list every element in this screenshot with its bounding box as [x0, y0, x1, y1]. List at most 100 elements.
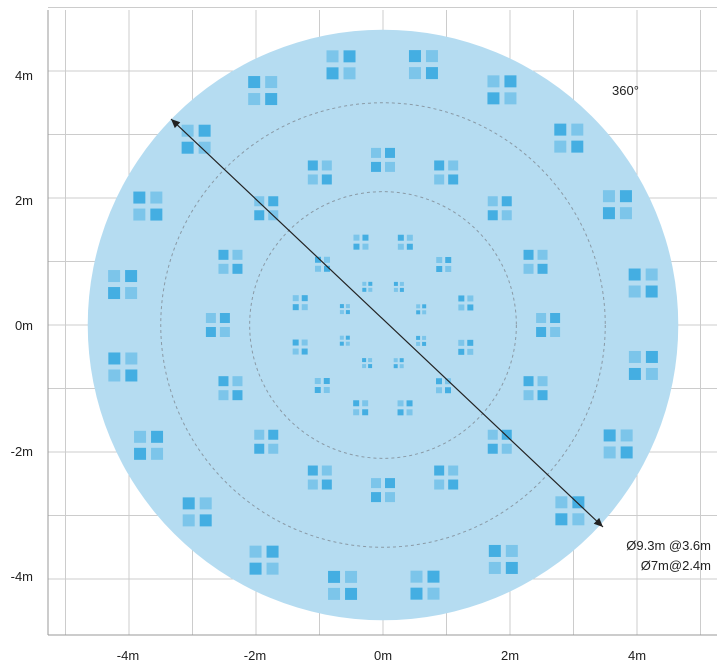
sensor-square: [487, 443, 498, 454]
sensor-square: [307, 479, 318, 490]
sensor-square: [408, 67, 421, 80]
sensor-square: [248, 76, 261, 89]
sensor-square: [393, 281, 398, 286]
sensor-square: [268, 443, 279, 454]
sensor-square: [301, 304, 308, 311]
sensor-square: [265, 76, 278, 89]
sensor-square: [371, 161, 381, 172]
x-tick-2m: 2m: [501, 648, 519, 663]
sensor-square: [205, 313, 216, 323]
sensor-square: [410, 587, 423, 600]
sensor-square: [198, 124, 211, 137]
sensor-square: [292, 304, 299, 311]
sensor-square: [445, 265, 452, 272]
sensor-square: [645, 285, 658, 298]
sensor-square: [345, 310, 350, 315]
sensor-square: [397, 243, 404, 250]
sensor-square: [205, 327, 216, 337]
sensor-square: [408, 50, 421, 63]
sensor-square: [434, 465, 445, 476]
sensor-square: [362, 400, 369, 407]
sensor-square: [445, 256, 452, 263]
sensor-square: [537, 390, 548, 401]
sensor-square: [339, 304, 344, 309]
sensor-square: [218, 249, 229, 260]
sensor-square: [314, 387, 321, 394]
sensor-square: [368, 364, 373, 369]
sensor-square: [181, 141, 194, 154]
sensor-square: [645, 268, 658, 281]
sensor-square: [266, 545, 279, 558]
sensor-square: [249, 562, 262, 575]
sensor-square: [416, 341, 421, 346]
sensor-square: [628, 367, 641, 380]
sensor-square: [416, 304, 421, 309]
coverage-circle: [87, 29, 679, 621]
sensor-square: [353, 243, 360, 250]
sensor-square: [307, 465, 318, 476]
sensor-square: [399, 364, 404, 369]
sensor-square: [505, 544, 518, 557]
sensor-square: [448, 174, 459, 185]
sensor-square: [218, 263, 229, 274]
sensor-square: [108, 287, 121, 300]
sensor-square: [323, 256, 330, 263]
sensor-square: [321, 465, 332, 476]
sensor-square: [125, 369, 138, 382]
sensor-square: [537, 376, 548, 387]
sensor-square: [339, 341, 344, 346]
sensor-square: [436, 378, 443, 385]
sensor-square: [108, 369, 121, 382]
sensor-square: [393, 364, 398, 369]
sensor-square: [425, 67, 438, 80]
sensor-square: [301, 295, 308, 302]
arrowhead-start: [171, 119, 181, 129]
sensor-square: [125, 270, 138, 283]
y-tick-4m: 4m: [15, 68, 33, 83]
sensor-square: [362, 287, 367, 292]
sensor-square: [406, 409, 413, 416]
sensor-square: [425, 50, 438, 63]
sensor-square: [434, 160, 445, 171]
sensor-square: [328, 587, 341, 600]
sensor-square: [487, 429, 498, 440]
sensor-square: [572, 513, 585, 526]
sensor-square: [328, 570, 341, 583]
sensor-square: [307, 174, 318, 185]
angle-label: 360°: [612, 83, 639, 98]
sensor-square: [151, 430, 164, 443]
sensor-square: [572, 496, 585, 509]
sensor-square: [399, 358, 404, 363]
sensor-square: [345, 304, 350, 309]
sensor-square: [265, 93, 278, 106]
sensor-square: [268, 196, 279, 207]
sensor-square: [353, 400, 360, 407]
sensor-square: [488, 561, 501, 574]
sensor-square: [537, 249, 548, 260]
sensor-square: [307, 160, 318, 171]
sensor-square: [536, 313, 547, 323]
sensor-square: [371, 478, 381, 489]
sensor-square: [422, 335, 427, 340]
sensor-square: [249, 545, 262, 558]
sensor-square: [603, 429, 616, 442]
sensor-square: [301, 339, 308, 346]
measure-line: [170, 118, 604, 528]
sensor-square: [571, 123, 584, 136]
sensor-square: [501, 429, 512, 440]
sensor-square: [448, 160, 459, 171]
coverage-ring-inner: [249, 191, 517, 459]
sensor-square: [254, 196, 265, 207]
sensor-square: [397, 409, 404, 416]
sensor-square: [345, 587, 358, 600]
sensor-square: [254, 210, 265, 221]
sensor-square: [199, 497, 212, 510]
sensor-square: [385, 147, 395, 158]
sensor-square: [487, 75, 500, 88]
sensor-square: [108, 270, 121, 283]
sensor-square: [182, 514, 195, 527]
sensor-square: [362, 234, 369, 241]
sensor-square: [487, 196, 498, 207]
sensor-square: [321, 174, 332, 185]
sensor-square: [501, 443, 512, 454]
